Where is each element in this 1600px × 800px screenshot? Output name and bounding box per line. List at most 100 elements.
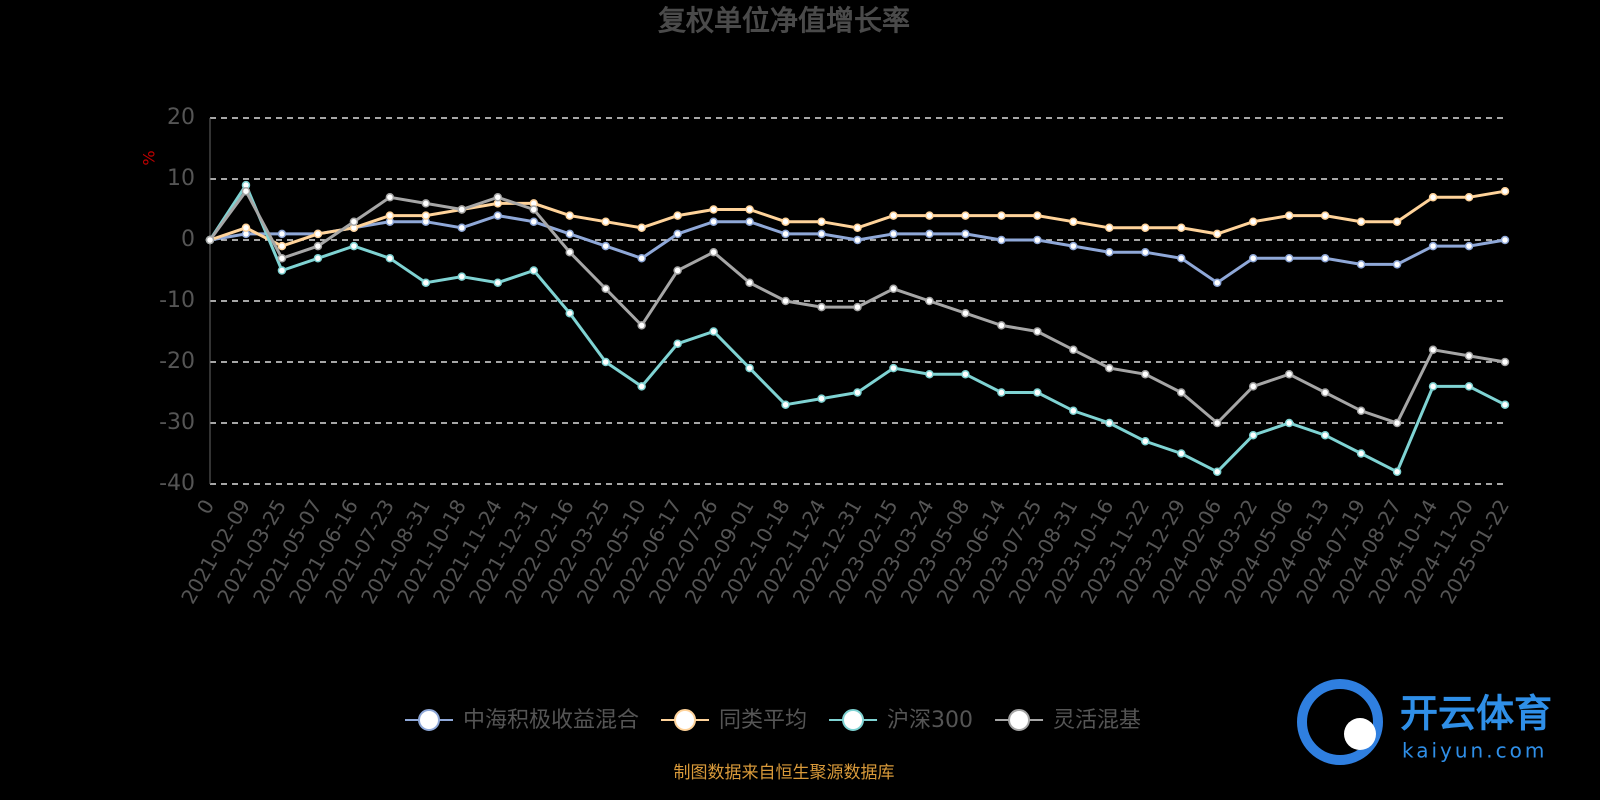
- point: [961, 308, 970, 318]
- point: [1284, 211, 1294, 220]
- point: [1248, 254, 1258, 263]
- legend-marker: [674, 709, 697, 731]
- point: [1356, 260, 1366, 269]
- point: [745, 278, 754, 287]
- point: [637, 321, 646, 330]
- point: [241, 186, 251, 196]
- point: [673, 211, 682, 220]
- point: [1069, 241, 1078, 251]
- point: [1248, 217, 1258, 226]
- point: [853, 235, 862, 245]
- point: [1212, 418, 1222, 428]
- point: [1033, 235, 1042, 245]
- point: [421, 278, 431, 287]
- point: [1428, 193, 1438, 202]
- point: [961, 229, 970, 239]
- brand-site: kaiyun.com: [1402, 739, 1547, 763]
- point: [889, 363, 898, 373]
- legend-item: 灵活混基: [995, 708, 1141, 733]
- y-axis-label: %: [140, 150, 159, 165]
- point: [1320, 388, 1330, 397]
- point: [205, 235, 215, 245]
- point: [493, 193, 503, 202]
- point: [1177, 449, 1186, 458]
- point: [673, 229, 682, 239]
- legend-marker: [418, 709, 440, 731]
- logo-ring: [1297, 679, 1383, 765]
- point: [1141, 223, 1150, 233]
- y-tick-label: -10: [159, 288, 195, 313]
- point: [1500, 357, 1510, 367]
- point: [1069, 345, 1078, 355]
- point: [601, 241, 610, 251]
- point: [1392, 217, 1402, 226]
- point: [1177, 388, 1186, 397]
- point: [745, 363, 754, 373]
- x-tick-label: 0: [192, 495, 219, 518]
- point: [637, 254, 646, 263]
- point: [1284, 369, 1294, 379]
- point: [1284, 418, 1294, 428]
- point: [529, 266, 538, 275]
- point: [277, 254, 287, 263]
- point: [1033, 388, 1042, 397]
- point: [565, 229, 574, 239]
- point: [421, 211, 431, 220]
- point: [817, 302, 826, 312]
- point: [1500, 235, 1510, 245]
- point: [1248, 382, 1258, 391]
- point: [277, 229, 287, 239]
- point: [1212, 229, 1222, 239]
- point: [817, 217, 826, 226]
- point: [1428, 382, 1438, 391]
- point: [889, 284, 898, 294]
- point: [817, 394, 826, 403]
- point: [1464, 193, 1474, 202]
- point: [1392, 467, 1402, 477]
- point: [817, 229, 826, 239]
- point: [1464, 382, 1474, 391]
- point: [277, 266, 287, 275]
- point: [997, 321, 1006, 330]
- point: [925, 369, 934, 379]
- point: [709, 205, 718, 214]
- point: [853, 388, 862, 397]
- point: [1356, 406, 1366, 416]
- point: [457, 205, 467, 214]
- point: [1284, 254, 1294, 263]
- point: [1392, 418, 1402, 428]
- y-tick-label: 20: [167, 105, 195, 130]
- point: [385, 211, 395, 220]
- point: [637, 223, 646, 233]
- y-tick-label: -40: [159, 471, 195, 496]
- legend-item: 中海积极收益混合: [405, 708, 639, 733]
- point: [493, 278, 503, 287]
- point: [709, 327, 718, 336]
- point: [1141, 247, 1150, 257]
- point: [1177, 254, 1186, 263]
- point: [457, 223, 467, 233]
- point: [997, 235, 1006, 245]
- logo-ball: [1344, 718, 1376, 750]
- point: [889, 229, 898, 239]
- point: [457, 272, 467, 281]
- chart-title: 复权单位净值增长率: [658, 4, 910, 37]
- brand-name: 开云体育: [1400, 692, 1552, 736]
- point: [313, 254, 323, 263]
- point: [925, 296, 934, 306]
- point: [529, 205, 538, 214]
- point: [1069, 406, 1078, 416]
- y-tick-label: 10: [167, 166, 195, 191]
- legend-label: 灵活混基: [1053, 708, 1141, 733]
- y-tick-label: -20: [159, 349, 195, 374]
- point: [961, 369, 970, 379]
- point: [565, 247, 574, 257]
- point: [241, 223, 251, 233]
- legend-marker: [842, 709, 865, 731]
- point: [1141, 437, 1150, 446]
- point: [1105, 418, 1114, 428]
- point: [925, 229, 934, 239]
- point: [1212, 467, 1222, 477]
- point: [313, 229, 323, 239]
- point: [1356, 217, 1366, 226]
